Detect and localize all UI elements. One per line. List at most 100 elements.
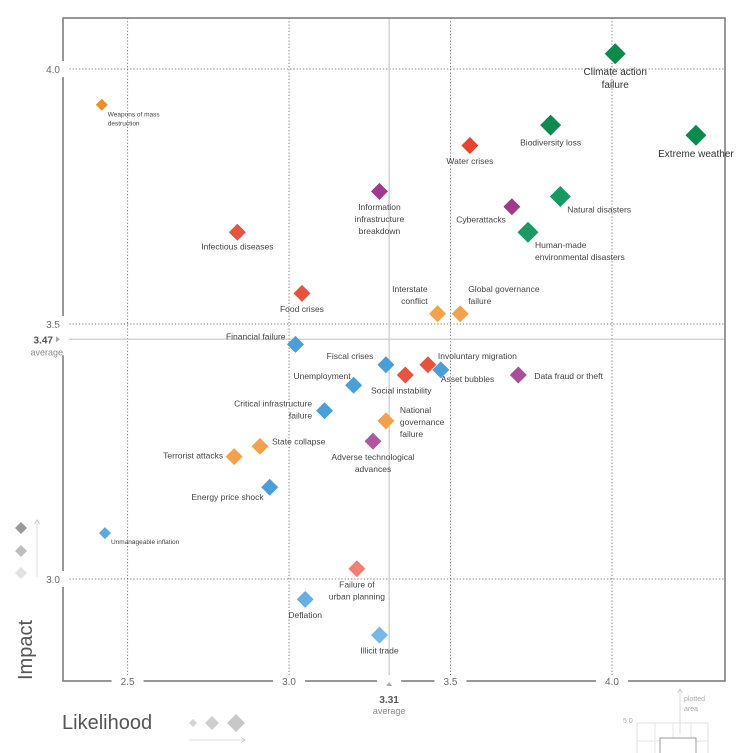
likelihood-average-marker-icon (386, 682, 393, 686)
point-label-line: Social instability (371, 386, 432, 396)
point-label-line: Climate action (584, 67, 647, 78)
risk-point[interactable]: Terrorist attacks (163, 448, 243, 466)
risk-point[interactable]: Involuntary migration (419, 351, 517, 374)
diamond-marker[interactable] (461, 137, 479, 154)
risk-point[interactable]: Failure of urban planning (329, 560, 386, 601)
right-arrow-icon (240, 737, 246, 743)
diamond-marker[interactable] (432, 361, 450, 379)
point-label-line: Information (358, 202, 401, 212)
point-label-line: Biodiversity loss (520, 138, 581, 148)
risk-point[interactable]: Asset bubbles (432, 361, 494, 384)
point-label-line: Deflation (288, 610, 322, 620)
point-label-line: Unemployment (293, 371, 351, 381)
diamond-marker[interactable] (251, 437, 269, 455)
risk-point[interactable]: Unmanageable inflation (98, 527, 180, 546)
diamond-marker[interactable] (228, 223, 246, 241)
diamond-marker[interactable] (316, 402, 334, 420)
diamond-marker[interactable] (261, 478, 279, 496)
tick-label-bg (111, 675, 144, 687)
diamond-marker[interactable] (364, 432, 382, 450)
point-label: Extreme weather (658, 149, 734, 160)
diamond-marker[interactable] (604, 43, 626, 65)
risk-point[interactable]: Deflation (288, 590, 322, 620)
diamond-marker[interactable] (549, 186, 571, 207)
risk-point[interactable]: Critical infrastructure failure (234, 399, 334, 421)
likelihood-average-value: 3.31 (379, 695, 399, 706)
point-label-line: destruction (108, 121, 140, 128)
point-label-line: Interstate (392, 284, 428, 294)
diamond-marker[interactable] (377, 412, 395, 430)
point-label: Deflation (288, 610, 322, 620)
diamond-marker[interactable] (348, 560, 366, 578)
point-label: Weapons of mass destruction (108, 112, 161, 128)
risk-point[interactable]: Energy price shock (191, 478, 279, 503)
risk-point[interactable]: Fiscal crises (327, 351, 395, 374)
diamond-marker[interactable] (503, 198, 521, 216)
diamond-marker[interactable] (419, 356, 437, 374)
diamond-marker[interactable] (98, 527, 111, 540)
diamond-marker[interactable] (225, 448, 243, 466)
risk-point[interactable]: Adverse technological advances (331, 432, 415, 474)
diamond-marker[interactable] (370, 626, 388, 644)
point-label: Climate action failure (584, 67, 647, 91)
risk-point[interactable]: Extreme weather (658, 124, 734, 160)
diamond-marker[interactable] (685, 124, 707, 146)
risk-point[interactable]: Biodiversity loss (520, 114, 581, 148)
diamond-marker[interactable] (345, 376, 363, 394)
diamond-marker[interactable] (517, 221, 539, 243)
x-tick-label: 4.0 (605, 677, 619, 688)
tick-label-bg (57, 61, 69, 77)
risk-point[interactable]: Unemployment (293, 371, 363, 394)
risk-point[interactable]: Data fraud or theft (509, 366, 604, 384)
tick-label-bg (57, 571, 69, 587)
point-label: Natural disasters (567, 205, 631, 215)
x-axis-title: Likelihood (62, 712, 152, 734)
risk-point[interactable]: Illicit trade (360, 626, 399, 656)
risk-point[interactable]: Social instability (371, 366, 432, 396)
risk-point[interactable]: Infectious diseases (201, 223, 274, 252)
point-label: Involuntary migration (438, 351, 517, 361)
average-lines (63, 18, 725, 681)
plotted-area-inset: plotted area 5.0 (623, 688, 709, 753)
impact-average-value: 3.47 (34, 335, 54, 346)
point-label: Biodiversity loss (520, 138, 581, 148)
y-tick-label: 3.5 (46, 320, 60, 331)
diamond-marker[interactable] (287, 335, 305, 353)
impact-scale-legend (15, 519, 40, 579)
diamond-marker[interactable] (396, 366, 414, 384)
point-label: Energy price shock (191, 492, 264, 502)
diamond-marker[interactable] (429, 305, 447, 323)
risk-point[interactable]: Human-made environmental disasters (517, 221, 625, 263)
risk-point[interactable]: Information infrastructure breakdown (355, 182, 405, 236)
point-label-line: National (400, 405, 431, 415)
tick-labels: 2.5 3.0 3.5 4.0 3.0 3.5 4.0 (46, 61, 628, 688)
risk-point[interactable]: Food crises (280, 284, 324, 314)
risk-point[interactable]: Water crises (446, 137, 493, 166)
risk-point[interactable]: Weapons of mass destruction (95, 98, 161, 128)
risk-point[interactable]: State collapse (251, 436, 326, 455)
risk-point[interactable]: Climate action failure (584, 43, 647, 91)
diamond-marker[interactable] (377, 356, 395, 374)
grid-lines (63, 18, 725, 681)
risk-point[interactable]: National governance failure (377, 405, 445, 439)
diamond-marker[interactable] (293, 284, 311, 302)
diamond-marker[interactable] (540, 114, 562, 136)
diamond-low-icon (15, 567, 27, 579)
diamond-marker[interactable] (296, 590, 314, 608)
point-label: Illicit trade (360, 646, 399, 656)
risk-point[interactable]: Interstate conflict (392, 284, 447, 323)
risk-point[interactable]: Natural disasters (549, 186, 631, 215)
diamond-marker[interactable] (451, 305, 469, 323)
point-label-line: failure (289, 411, 312, 421)
point-label-line: governance (400, 417, 445, 427)
risk-point[interactable]: Global governance failure (451, 284, 540, 323)
point-label-line: Adverse technological (331, 452, 414, 462)
point-label: Asset bubbles (441, 374, 494, 384)
risk-point[interactable]: Financial failure (226, 331, 305, 353)
diamond-marker[interactable] (95, 98, 108, 111)
diamond-marker[interactable] (509, 366, 527, 384)
risk-point[interactable]: Cyberattacks (456, 198, 521, 225)
diamond-marker[interactable] (370, 182, 388, 200)
point-label-line: Data fraud or theft (534, 371, 603, 381)
